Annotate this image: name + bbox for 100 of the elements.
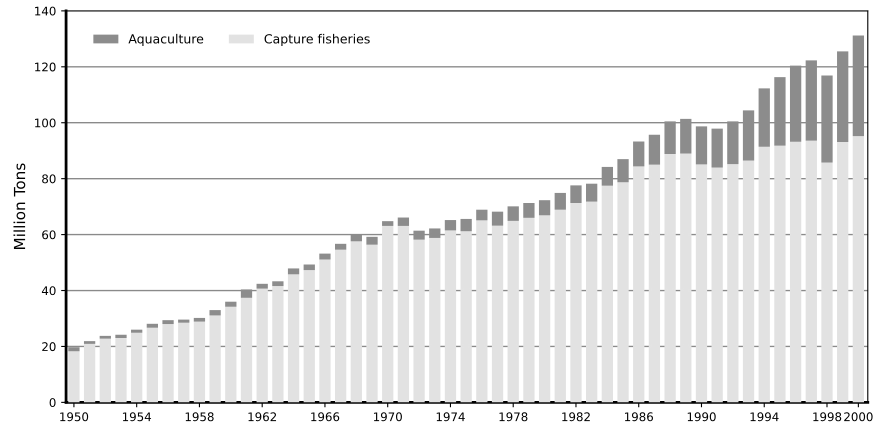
bar bbox=[837, 142, 848, 402]
bar bbox=[272, 281, 284, 286]
bar bbox=[225, 306, 236, 402]
y-tick-label: 40 bbox=[42, 286, 56, 296]
x-tick-label: 1974 bbox=[436, 412, 465, 422]
bar bbox=[194, 318, 206, 322]
bar bbox=[696, 164, 708, 402]
bar bbox=[648, 134, 660, 165]
bar bbox=[586, 202, 598, 402]
y-tick-label: 80 bbox=[42, 174, 56, 184]
bar bbox=[617, 182, 629, 402]
bar bbox=[554, 192, 566, 210]
y-tick-label: 100 bbox=[35, 118, 56, 128]
bar bbox=[115, 334, 127, 338]
bar bbox=[382, 226, 394, 402]
bar bbox=[508, 220, 519, 402]
x-tick-label: 1994 bbox=[750, 412, 779, 422]
bar bbox=[209, 310, 221, 316]
bar bbox=[131, 330, 142, 333]
legend-label: Aquaculture bbox=[128, 34, 204, 46]
y-axis-title: Million Tons bbox=[13, 163, 26, 250]
bar bbox=[350, 241, 362, 402]
x-tick-label: 1954 bbox=[122, 412, 152, 422]
bar bbox=[476, 210, 488, 220]
bar bbox=[288, 268, 300, 274]
bar bbox=[758, 146, 770, 402]
bar bbox=[429, 238, 440, 402]
bar bbox=[68, 351, 80, 402]
bar bbox=[774, 146, 786, 402]
bar bbox=[444, 220, 456, 230]
y-tick-label: 120 bbox=[35, 62, 56, 72]
x-tick-label: 1950 bbox=[60, 412, 88, 422]
bar bbox=[712, 167, 723, 402]
bar bbox=[256, 284, 268, 289]
bar bbox=[304, 264, 315, 270]
bar bbox=[115, 338, 127, 402]
x-tick-label: 1970 bbox=[374, 412, 402, 422]
y-tick-label: 0 bbox=[50, 398, 56, 408]
bar bbox=[790, 142, 802, 402]
bar bbox=[712, 128, 723, 168]
bar bbox=[398, 218, 410, 226]
bar bbox=[570, 202, 582, 402]
bar bbox=[256, 288, 268, 402]
y-tick-label: 140 bbox=[35, 6, 56, 16]
bar bbox=[742, 160, 754, 402]
bar bbox=[570, 185, 582, 203]
bar bbox=[240, 298, 252, 402]
bar bbox=[633, 141, 644, 166]
legend-label: Capture fisheries bbox=[264, 34, 370, 46]
bar bbox=[444, 230, 456, 402]
y-tick-label: 60 bbox=[42, 230, 56, 240]
bar bbox=[304, 270, 315, 402]
bar bbox=[476, 220, 488, 402]
bar bbox=[178, 320, 190, 323]
bar bbox=[460, 231, 472, 402]
x-tick-label: 1978 bbox=[499, 412, 528, 422]
bar bbox=[696, 126, 708, 164]
x-tick-label: 1962 bbox=[248, 412, 276, 422]
x-tick-label: 1966 bbox=[311, 412, 340, 422]
bar bbox=[288, 274, 300, 402]
bar bbox=[146, 328, 158, 402]
bar bbox=[538, 215, 550, 402]
bar bbox=[209, 315, 221, 402]
bar bbox=[84, 341, 96, 344]
bar bbox=[84, 344, 96, 402]
x-tick-label: 1982 bbox=[562, 412, 590, 422]
bar bbox=[492, 212, 504, 226]
bar bbox=[162, 324, 174, 402]
bar bbox=[178, 322, 190, 402]
bar bbox=[194, 322, 206, 402]
bar bbox=[100, 338, 111, 402]
bar bbox=[382, 221, 394, 226]
bar bbox=[398, 226, 410, 402]
bar bbox=[602, 186, 613, 402]
bar bbox=[146, 324, 158, 328]
bar bbox=[334, 250, 346, 402]
bar bbox=[523, 202, 535, 218]
bar bbox=[680, 153, 692, 402]
bar bbox=[633, 166, 644, 402]
bar bbox=[727, 164, 739, 402]
bar bbox=[664, 154, 676, 402]
bar bbox=[319, 254, 331, 260]
bar bbox=[225, 302, 236, 307]
bar bbox=[821, 162, 833, 402]
bar bbox=[100, 336, 111, 339]
x-tick-label: 1986 bbox=[625, 412, 654, 422]
bar bbox=[460, 218, 472, 232]
bar bbox=[523, 218, 535, 402]
bar bbox=[806, 140, 817, 402]
x-tick-label: 1998 bbox=[813, 412, 842, 422]
x-tick-label: 1990 bbox=[688, 412, 716, 422]
bar bbox=[492, 226, 504, 402]
x-tick-label: 2000 bbox=[844, 412, 873, 422]
bar bbox=[554, 210, 566, 402]
bar bbox=[334, 244, 346, 250]
x-tick-label: 1958 bbox=[186, 412, 214, 422]
bar bbox=[586, 184, 598, 202]
y-tick-label: 20 bbox=[42, 342, 56, 352]
bar bbox=[852, 136, 864, 402]
bar bbox=[272, 286, 284, 402]
